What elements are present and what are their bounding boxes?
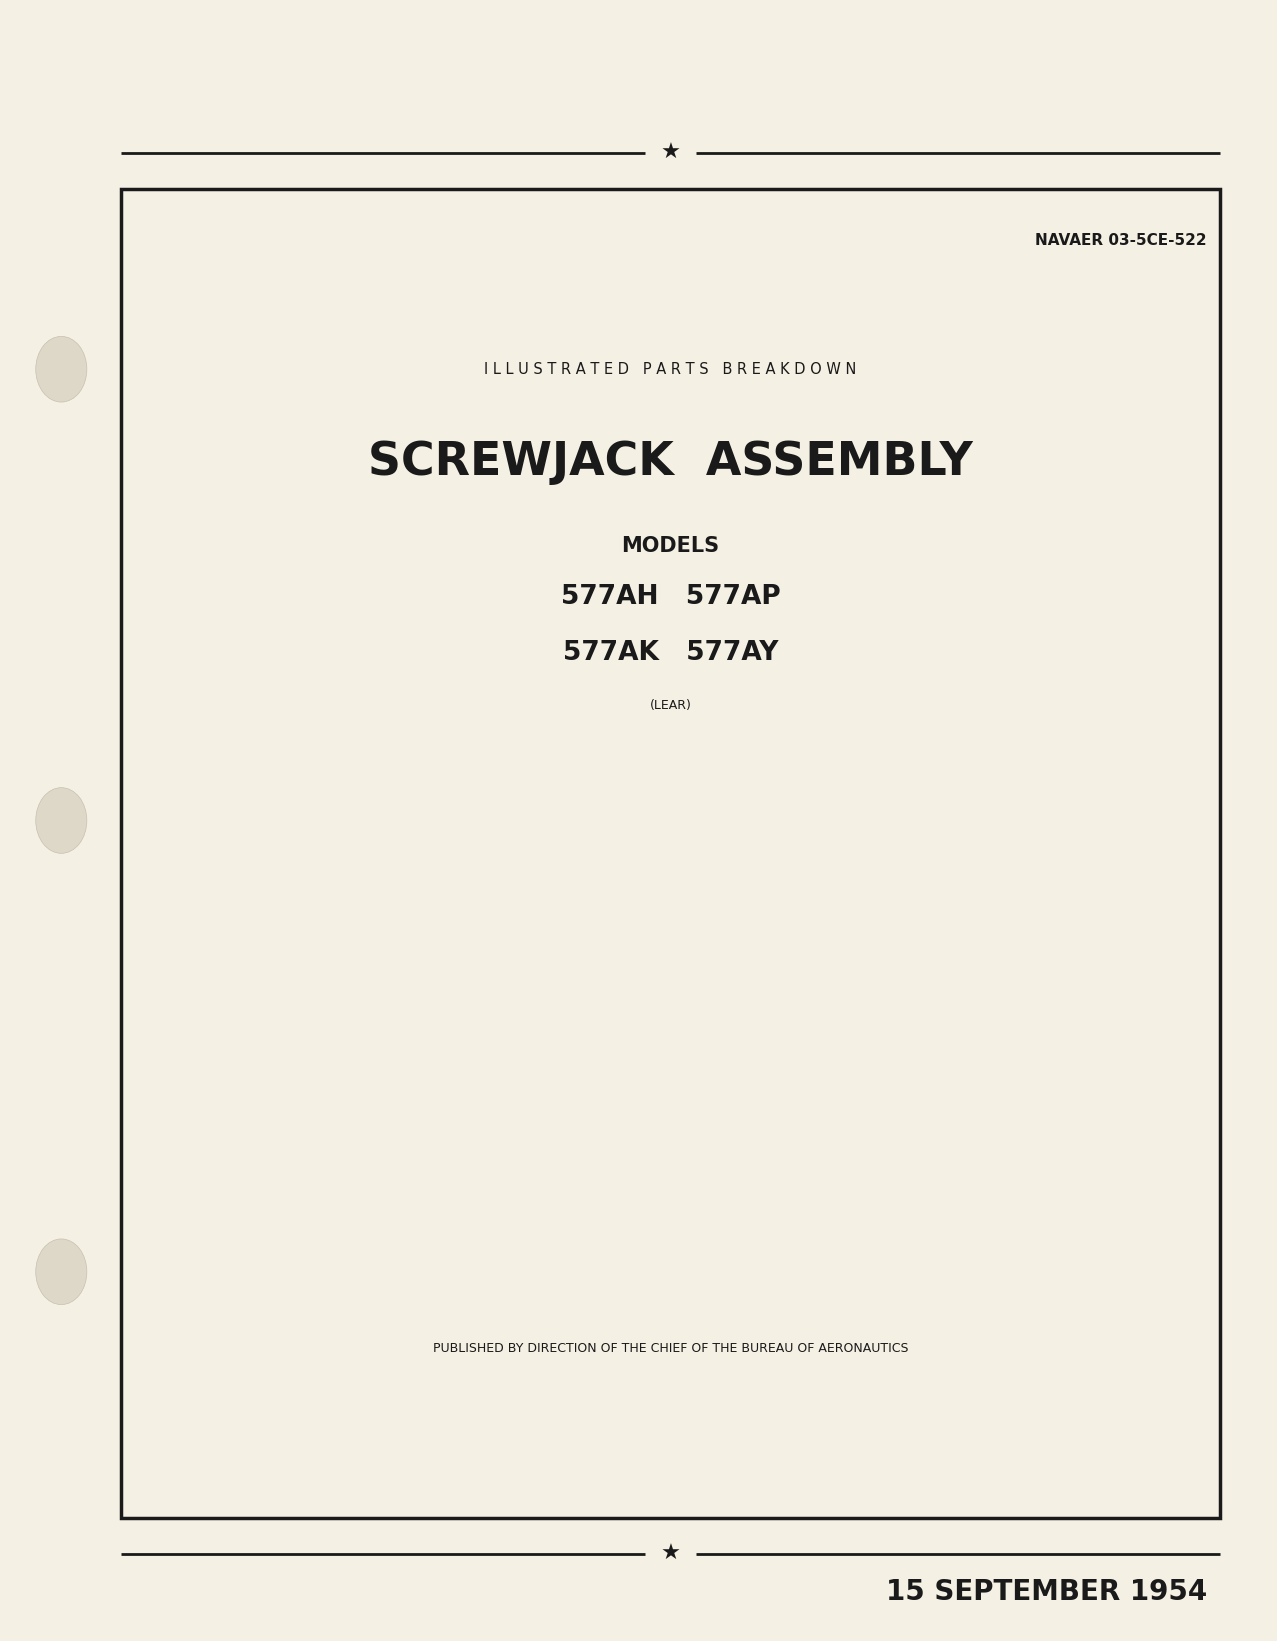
Text: ★: ★ [660, 143, 681, 162]
Text: 15 SEPTEMBER 1954: 15 SEPTEMBER 1954 [885, 1577, 1207, 1607]
Circle shape [36, 336, 87, 402]
Circle shape [36, 788, 87, 853]
Text: 577AK   577AY: 577AK 577AY [563, 640, 778, 666]
Text: ★: ★ [660, 1544, 681, 1564]
Text: (LEAR): (LEAR) [650, 699, 691, 712]
Text: SCREWJACK  ASSEMBLY: SCREWJACK ASSEMBLY [368, 440, 973, 486]
Text: 577AH   577AP: 577AH 577AP [561, 584, 780, 610]
Bar [121, 189, 1220, 1518]
Text: MODELS: MODELS [622, 537, 719, 556]
Text: PUBLISHED BY DIRECTION OF THE CHIEF OF THE BUREAU OF AERONAUTICS: PUBLISHED BY DIRECTION OF THE CHIEF OF T… [433, 1342, 908, 1355]
Circle shape [36, 1239, 87, 1305]
Text: NAVAER 03-5CE-522: NAVAER 03-5CE-522 [1036, 233, 1207, 248]
Text: I L L U S T R A T E D   P A R T S   B R E A K D O W N: I L L U S T R A T E D P A R T S B R E A … [484, 361, 857, 377]
